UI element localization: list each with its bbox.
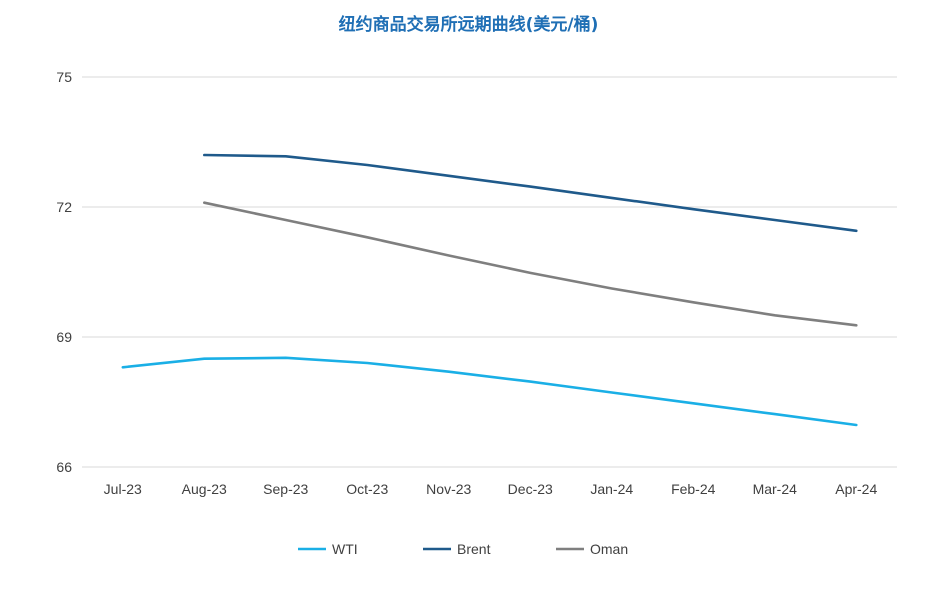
x-axis-ticks: Jul-23 Aug-23 Sep-23 Oct-23 Nov-23 Dec-23 Jan-… — [104, 481, 878, 497]
x-tick-label: Jul-23 — [104, 481, 142, 497]
chart-title: 纽约商品交易所远期曲线(美元/桶) — [338, 15, 599, 35]
y-tick-label: 69 — [56, 329, 72, 345]
x-tick-label: Nov-23 — [426, 481, 471, 497]
y-tick-label: 75 — [56, 69, 72, 85]
x-tick-label: Dec-23 — [508, 481, 553, 497]
legend-label-oman: Oman — [590, 541, 628, 557]
x-tick-label: Feb-24 — [671, 481, 716, 497]
x-tick-label: Jan-24 — [590, 481, 633, 497]
series-lines — [121, 153, 858, 427]
series-line-oman — [203, 201, 858, 327]
legend: WTI Brent Oman — [298, 541, 628, 557]
x-tick-label: Oct-23 — [346, 481, 388, 497]
series-line-wti — [121, 356, 858, 427]
legend-label-wti: WTI — [332, 541, 358, 557]
x-tick-label: Mar-24 — [753, 481, 798, 497]
y-tick-label: 72 — [56, 199, 72, 215]
series-line-brent — [203, 153, 858, 233]
y-axis-ticks: 66 69 72 75 — [56, 69, 72, 475]
x-tick-label: Sep-23 — [263, 481, 308, 497]
legend-label-brent: Brent — [457, 541, 491, 557]
y-tick-label: 66 — [56, 459, 72, 475]
x-tick-label: Aug-23 — [182, 481, 227, 497]
x-tick-label: Apr-24 — [835, 481, 877, 497]
gridlines — [82, 76, 897, 468]
